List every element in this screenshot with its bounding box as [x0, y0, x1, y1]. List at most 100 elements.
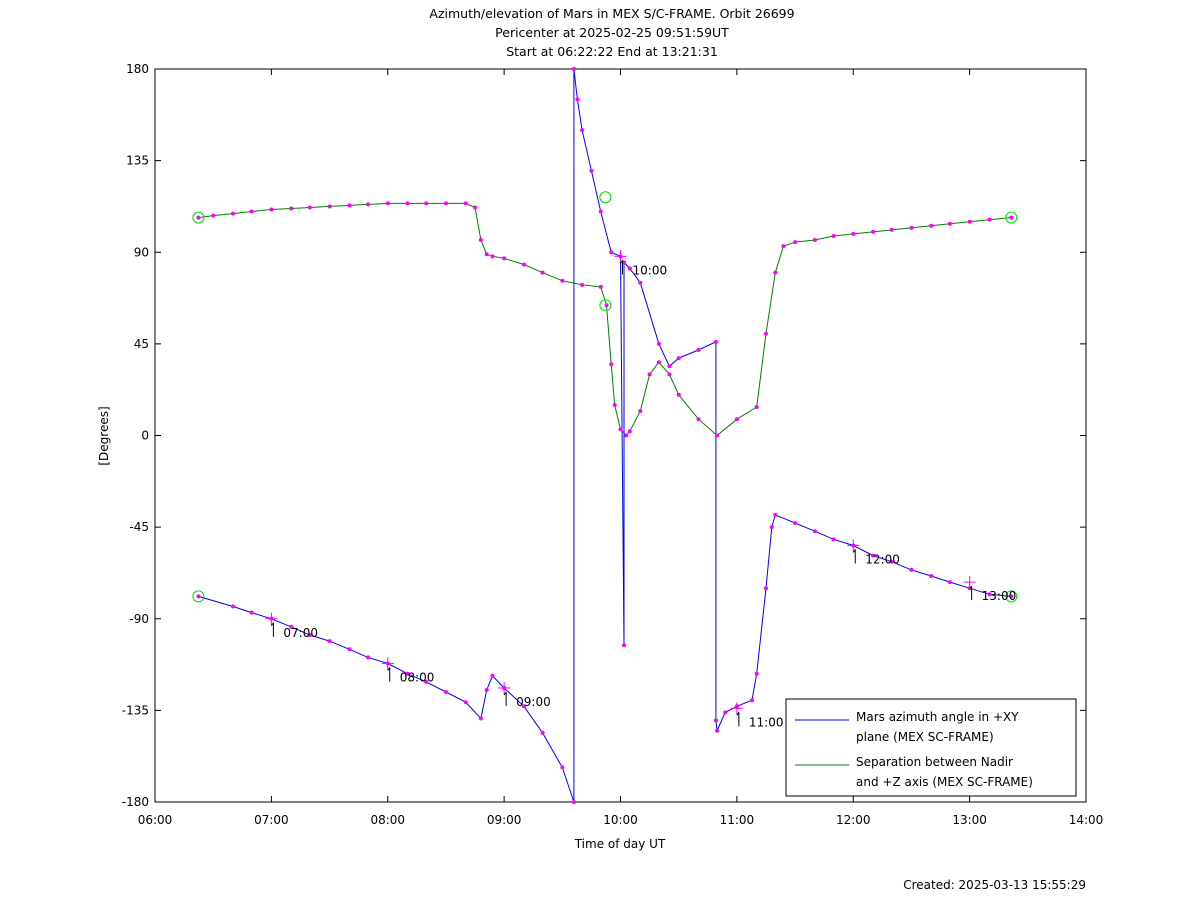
data-point-marker — [560, 278, 565, 283]
hour-label: 08:00 — [400, 671, 435, 685]
highlight-circle-marker — [599, 299, 612, 312]
data-point-marker — [621, 643, 626, 648]
data-point-marker — [723, 710, 728, 715]
legend-box — [785, 698, 1077, 797]
data-point-marker — [196, 594, 201, 599]
y-tick-label: 45 — [134, 337, 149, 351]
data-point-marker — [521, 704, 526, 709]
y-axis-ticks: 180 135 90 45 0 -45 -90 -135 -180 — [122, 62, 1086, 809]
data-point-marker — [612, 402, 617, 407]
data-point-marker — [478, 716, 483, 721]
hour-pointer-head — [969, 585, 973, 590]
x-tick-label: 07:00 — [254, 813, 289, 827]
data-point-marker — [851, 231, 856, 236]
data-point-marker — [734, 417, 739, 422]
data-point-marker — [385, 201, 390, 206]
data-point-marker — [484, 252, 489, 257]
x-tick-label: 14:00 — [1069, 813, 1104, 827]
data-point-marker — [929, 573, 934, 578]
data-point-marker — [365, 202, 370, 207]
data-point-marker — [580, 128, 585, 133]
legend-label-azimuth-1: Mars azimuth angle in +XY — [856, 710, 1019, 724]
x-tick-label: 08:00 — [370, 813, 405, 827]
separation-series-line — [198, 202, 1012, 437]
data-point-marker — [575, 97, 580, 102]
data-point-marker — [638, 409, 643, 414]
data-point-marker — [609, 362, 614, 367]
data-point-marker — [347, 647, 352, 652]
data-point-marker — [793, 240, 798, 245]
data-point-marker — [889, 559, 894, 564]
data-point-marker — [987, 217, 992, 222]
data-point-marker — [667, 364, 672, 369]
plot-frame — [154, 68, 1087, 803]
x-tick-label: 13:00 — [952, 813, 987, 827]
hour-label: 07:00 — [283, 626, 318, 640]
highlight-circle-marker — [1005, 211, 1018, 224]
data-point-marker — [484, 688, 489, 693]
data-point-marker — [327, 204, 332, 209]
x-axis-label: Time of day UT — [574, 837, 666, 851]
data-point-marker — [289, 206, 294, 211]
hour-label: 11:00 — [749, 715, 784, 729]
data-point-marker — [521, 262, 526, 267]
legend-label-separation-2: and +Z axis (MEX SC-FRAME) — [856, 775, 1033, 789]
data-point-marker — [781, 244, 786, 249]
chart-title-line-1: Azimuth/elevation of Mars in MEX S/C-FRA… — [429, 6, 794, 21]
data-point-marker — [929, 223, 934, 228]
data-point-marker — [713, 339, 718, 344]
data-point-marker — [604, 303, 609, 308]
highlight-circle-marker — [192, 590, 205, 603]
data-point-marker — [490, 254, 495, 259]
y-tick-label: 0 — [141, 429, 149, 443]
data-point-marker — [405, 671, 410, 676]
data-point-marker — [909, 567, 914, 572]
y-tick-label: -180 — [122, 795, 149, 809]
data-point-marker — [638, 280, 643, 285]
data-point-marker — [424, 201, 429, 206]
data-point-marker — [571, 67, 576, 71]
data-point-marker — [598, 284, 603, 289]
data-point-marker — [230, 211, 235, 216]
x-tick-label: 11:00 — [720, 813, 755, 827]
x-tick-label: 06:00 — [138, 813, 173, 827]
data-point-marker — [463, 201, 468, 206]
created-timestamp: Created: 2025-03-13 15:55:29 — [903, 878, 1086, 892]
y-tick-label: 135 — [126, 154, 149, 168]
data-point-marker — [987, 592, 992, 597]
data-point-marker — [571, 800, 576, 804]
hour-label: 12:00 — [865, 552, 900, 566]
data-point-marker — [598, 209, 603, 214]
y-tick-label: -135 — [122, 703, 149, 717]
data-point-marker — [589, 168, 594, 173]
chart-title-line-2: Pericenter at 2025-02-25 09:51:59UT — [495, 25, 729, 40]
data-point-marker — [269, 207, 274, 212]
data-point-marker — [307, 633, 312, 638]
hour-label: 10:00 — [633, 263, 668, 277]
data-point-marker — [676, 356, 681, 361]
hour-pointer-head — [270, 622, 274, 627]
data-point-marker — [812, 529, 817, 534]
data-point-marker — [831, 537, 836, 542]
x-tick-label: 10:00 — [603, 813, 638, 827]
azimuth-series-line — [198, 68, 1012, 803]
data-point-marker — [478, 238, 483, 243]
highlight-circle-marker — [599, 191, 612, 204]
data-point-marker — [696, 417, 701, 422]
data-point-marker — [715, 433, 720, 438]
x-axis-ticks: 06:00 07:00 08:00 09:00 10:00 11:00 12:00 13:00… — [138, 69, 1104, 827]
data-point-marker — [424, 679, 429, 684]
hour-pointer-head — [736, 712, 740, 716]
legend-label-separation-1: Separation between Nadir — [856, 755, 1013, 769]
data-point-marker — [618, 427, 623, 432]
data-point-marker — [230, 604, 235, 609]
hour-pointer-head — [620, 260, 623, 264]
data-point-marker — [773, 512, 778, 517]
data-point-marker — [831, 233, 836, 238]
data-point-marker — [560, 765, 565, 770]
data-point-marker — [196, 215, 201, 220]
data-point-marker — [443, 690, 448, 695]
data-point-marker — [249, 610, 254, 615]
data-point-marker — [773, 270, 778, 275]
data-point-marker — [871, 229, 876, 234]
